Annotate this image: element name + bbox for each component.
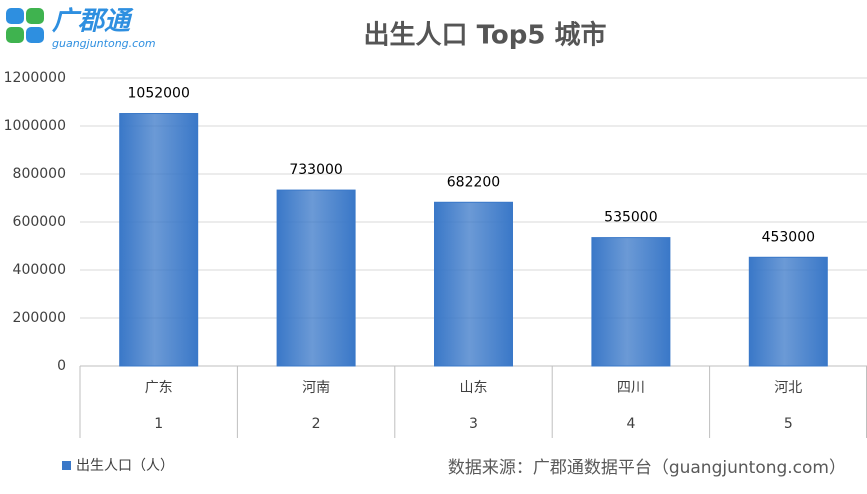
rank-label: 3	[469, 416, 478, 432]
rank-label: 2	[312, 416, 321, 432]
source-note: 数据来源：广郡通数据平台（guangjuntong.com）	[448, 458, 846, 478]
value-label: 733000	[289, 162, 342, 178]
x-tick-label: 河北	[774, 380, 802, 396]
y-tick-label: 1200000	[4, 70, 66, 86]
y-tick-label: 200000	[13, 310, 66, 326]
logo: 广郡通 guangjuntong.com	[6, 7, 156, 50]
y-tick-label: 0	[57, 358, 66, 374]
logo-icon	[26, 8, 44, 24]
x-tick-label: 四川	[617, 380, 645, 396]
rank-label: 1	[154, 416, 163, 432]
logo-icon	[6, 8, 24, 24]
y-tick-label: 1000000	[4, 118, 66, 134]
value-label: 1052000	[128, 86, 190, 102]
bar	[434, 201, 513, 367]
value-label: 453000	[762, 229, 815, 245]
value-label: 682200	[447, 174, 500, 190]
y-tick-label: 400000	[13, 262, 66, 278]
rank-label: 5	[784, 416, 793, 432]
legend-marker	[62, 461, 71, 470]
logo-icon	[26, 27, 44, 43]
logo-url: guangjuntong.com	[52, 37, 156, 50]
logo-icon	[6, 27, 24, 43]
x-tick-label: 河南	[302, 380, 330, 396]
legend-label: 出生人口（人）	[76, 458, 174, 474]
rank-label: 4	[626, 416, 635, 432]
logo-name: 广郡通	[52, 7, 134, 37]
y-tick-label: 600000	[13, 214, 66, 230]
bar	[591, 237, 671, 367]
x-tick-label: 广东	[145, 380, 173, 396]
bar	[748, 256, 828, 367]
y-tick-label: 800000	[13, 166, 66, 182]
bar	[119, 113, 199, 367]
chart-title: 出生人口 Top5 城市	[364, 20, 607, 51]
value-label: 535000	[604, 210, 657, 226]
bar	[276, 189, 356, 367]
x-tick-label: 山东	[460, 380, 488, 396]
